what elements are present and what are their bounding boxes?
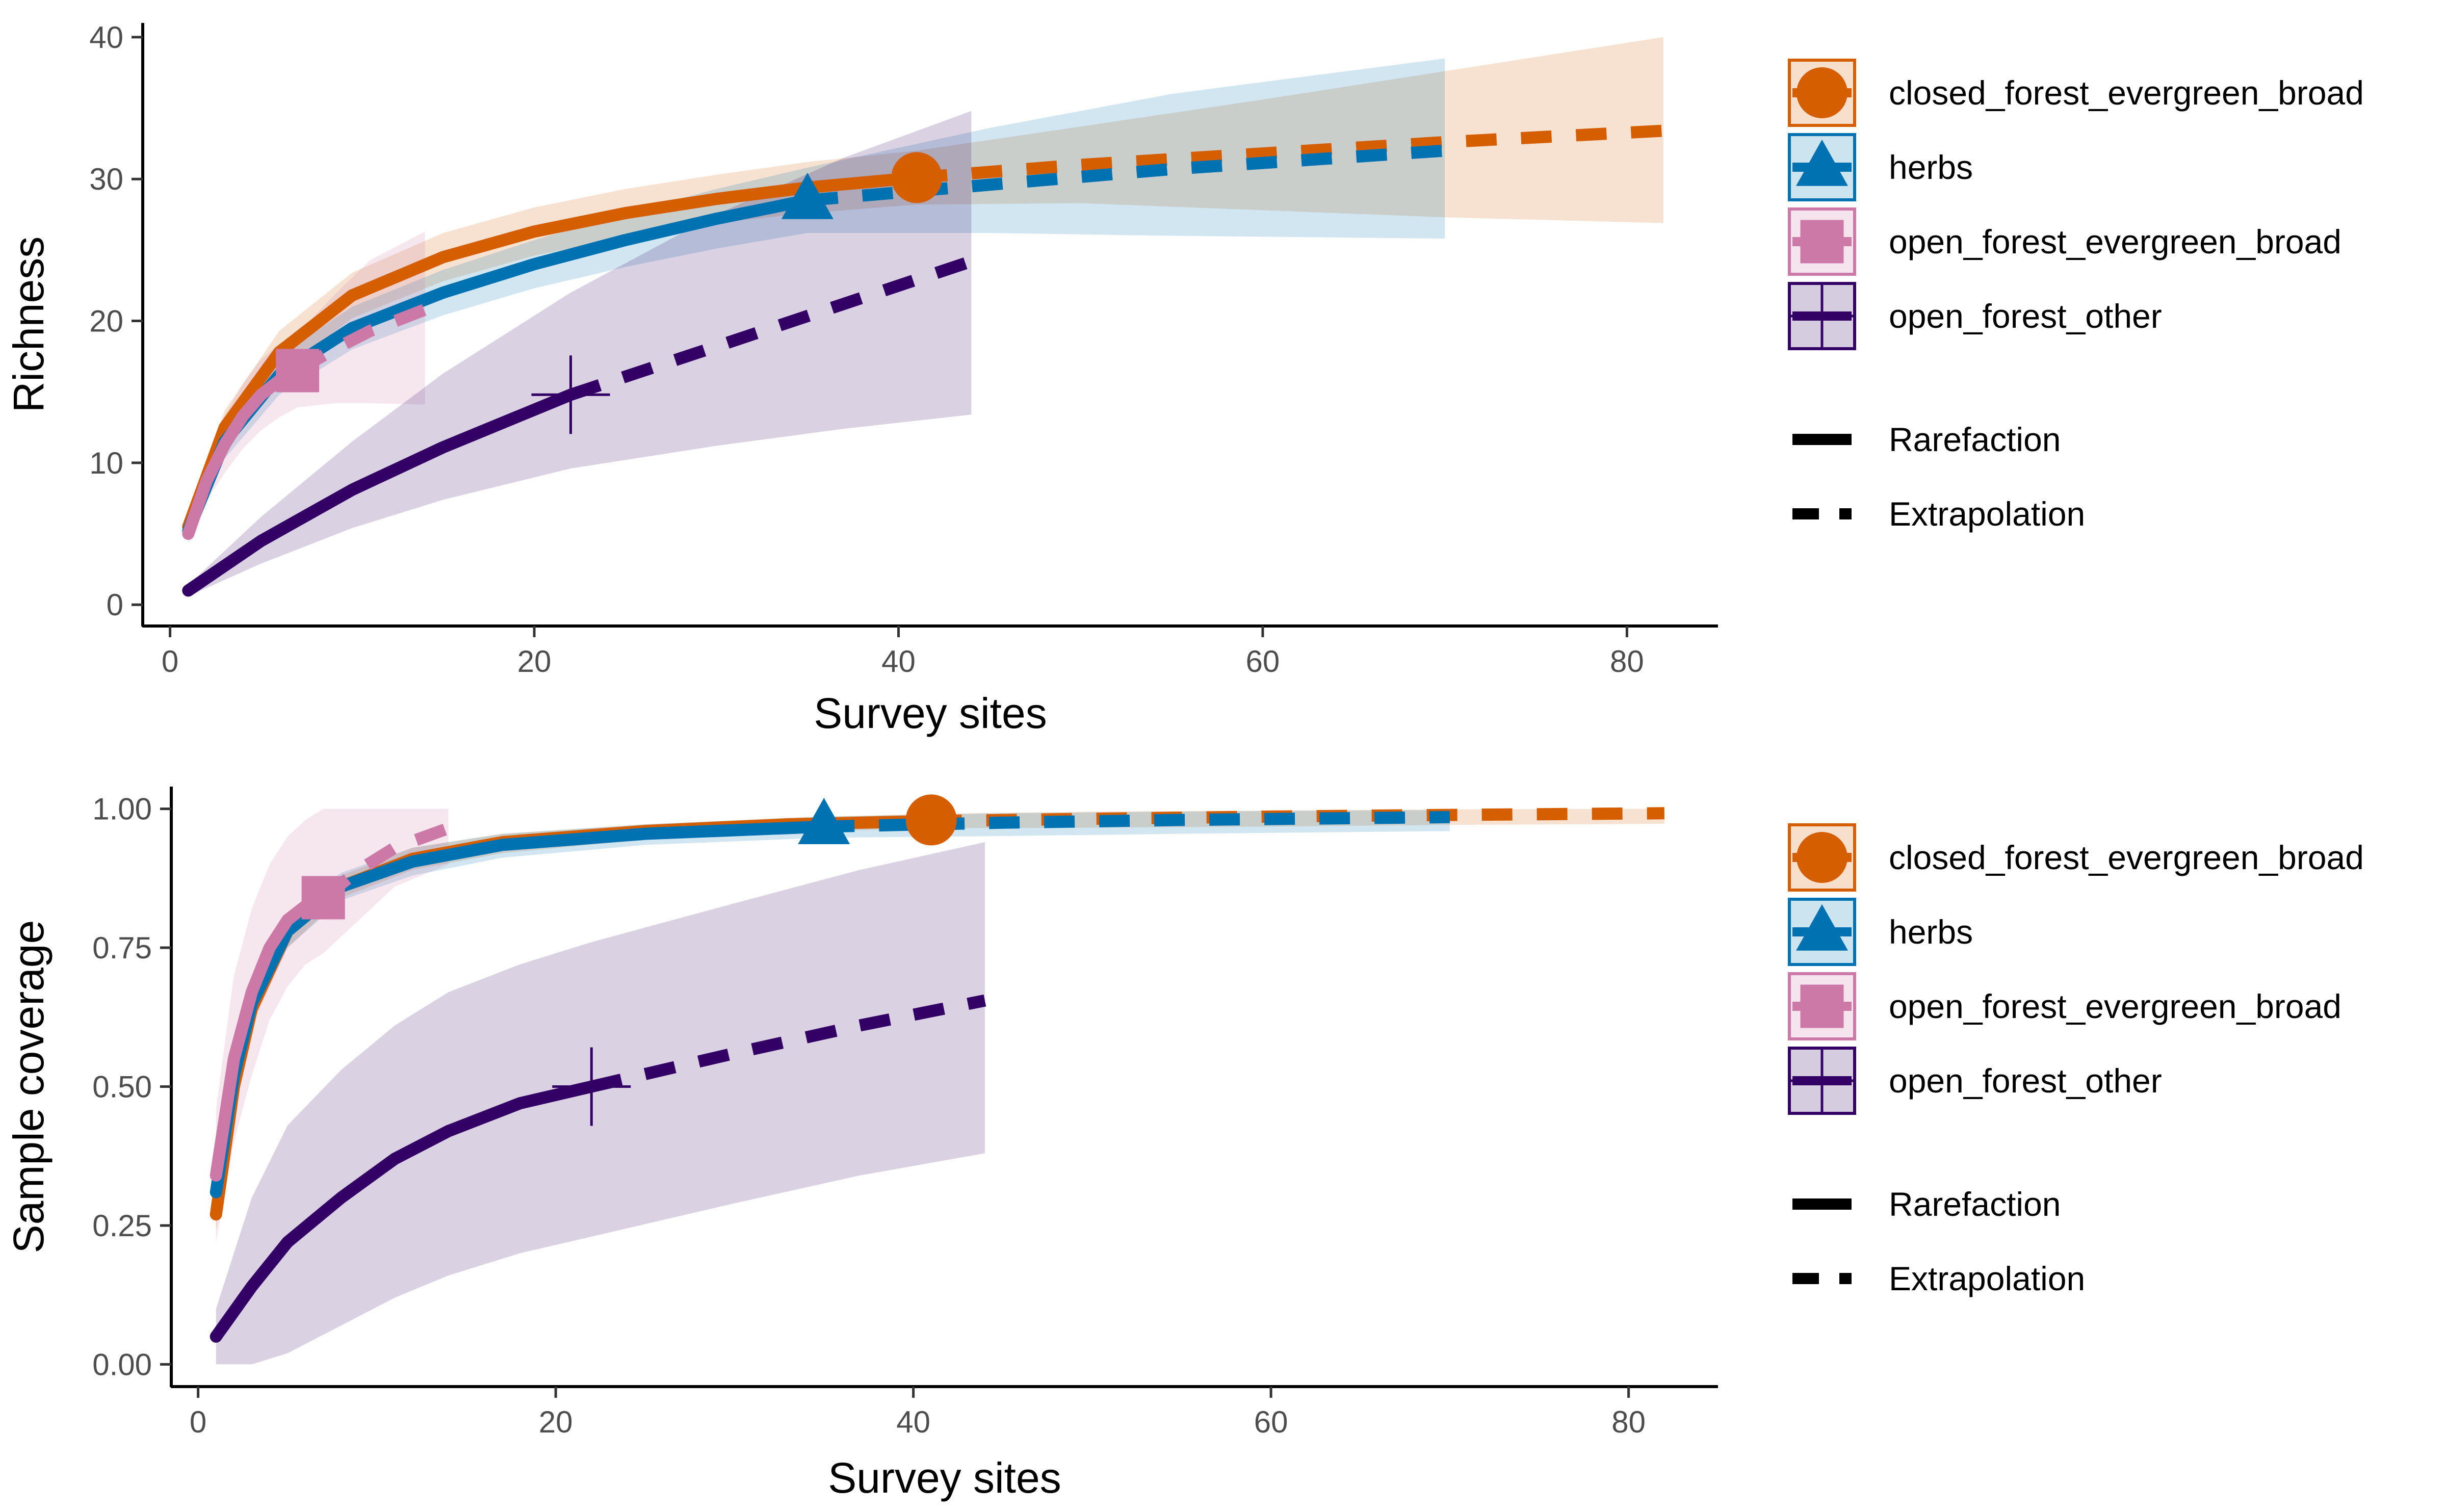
legend-key-marker	[1796, 139, 1848, 186]
legend-method-extrapolation: Extrapolation	[1792, 1260, 2085, 1297]
legend-item-open-forest-other: open_forest_other	[1788, 282, 2162, 350]
y-tick-label: 0	[107, 588, 123, 622]
ribbon-herbs	[188, 58, 1445, 541]
y-tick-label: 10	[89, 446, 123, 480]
legend-label: open_forest_other	[1889, 1062, 2162, 1100]
legend-item-open-forest-other: open_forest_other	[1788, 1047, 2162, 1115]
richness-panel: 0 20 40 60 80 0 10 20 30 40 Survey sites Richness	[5, 20, 1718, 737]
x-tick-label: 80	[1611, 1405, 1646, 1439]
x-tick-label: 20	[539, 1405, 573, 1439]
legend-item-open-forest-evergreen-broad: open_forest_evergreen_broad	[1788, 207, 2341, 276]
legend-item-open-forest-evergreen-broad: open_forest_evergreen_broad	[1788, 972, 2341, 1040]
observed-point-open-forest-other	[552, 1047, 631, 1126]
observed-point-closed-forest-evergreen-broad	[905, 794, 957, 846]
legend-key-marker	[1800, 984, 1844, 1028]
extrapolation-line-open-forest-other	[568, 255, 974, 401]
legend-method-rarefaction: Rarefaction	[1792, 421, 2061, 458]
y-axis-title: Sample coverage	[5, 920, 53, 1254]
observed-point-closed-forest-evergreen-broad	[891, 152, 943, 203]
y-tick-label: 40	[89, 20, 123, 55]
legend-method-label: Extrapolation	[1889, 495, 2085, 533]
x-tick-label: 60	[1246, 644, 1280, 679]
legend-label: open_forest_evergreen_broad	[1889, 987, 2341, 1025]
coverage-panel: 0 20 40 60 80 0.00 0.25 0.50 0.75 1.00 Survey site…	[5, 787, 1718, 1502]
legend-method-label: Extrapolation	[1889, 1260, 2085, 1297]
observed-point-open-forest-evergreen-broad	[276, 349, 320, 393]
legend-key-marker	[1789, 1048, 1855, 1113]
y-tick-label: 0.75	[92, 931, 152, 965]
legend-method-label: Rarefaction	[1889, 1185, 2061, 1223]
ribbon-closed-forest-evergreen-broad	[188, 37, 1663, 537]
rarefaction-line-open-forest-other	[210, 1080, 598, 1343]
x-tick-label: 0	[162, 644, 178, 679]
y-axis-title: Richness	[5, 237, 53, 412]
extrapolation-line-closed-forest-evergreen-broad	[916, 124, 1664, 184]
legend-label: closed_forest_evergreen_broad	[1889, 74, 2364, 112]
legend-label: herbs	[1889, 913, 1973, 951]
legend-item-herbs: herbs	[1788, 898, 1973, 966]
legend-item-closed-forest-evergreen-broad: closed_forest_evergreen_broad	[1788, 823, 2364, 892]
legend-item-herbs: herbs	[1788, 133, 1973, 201]
legend-key-marker	[1789, 283, 1855, 349]
legend-method-label: Rarefaction	[1889, 421, 2061, 458]
legend-label: closed_forest_evergreen_broad	[1889, 839, 2364, 876]
x-axis-title: Survey sites	[814, 689, 1047, 737]
x-tick-label: 40	[896, 1405, 930, 1439]
x-tick-label: 0	[190, 1405, 206, 1439]
rarefaction-line-closed-forest-evergreen-broad	[182, 171, 923, 533]
x-tick-label: 40	[881, 644, 916, 679]
x-tick-label: 20	[517, 644, 552, 679]
legend-label: herbs	[1889, 148, 1973, 186]
y-tick-label: 0.50	[92, 1070, 152, 1104]
legend-label: open_forest_evergreen_broad	[1889, 223, 2341, 260]
y-tick-label: 20	[89, 304, 123, 338]
x-tick-label: 60	[1254, 1405, 1288, 1439]
legend-key-marker	[1800, 220, 1844, 264]
y-tick-label: 1.00	[92, 792, 152, 826]
y-tick-label: 0.00	[92, 1347, 152, 1381]
x-axis-title: Survey sites	[828, 1454, 1061, 1502]
legend-key-marker	[1797, 67, 1847, 118]
legend-item-closed-forest-evergreen-broad: closed_forest_evergreen_broad	[1788, 59, 2364, 127]
y-tick-label: 30	[89, 162, 123, 196]
y-tick-label: 0.25	[92, 1209, 152, 1243]
legend-label: open_forest_other	[1889, 297, 2162, 335]
legend-method-extrapolation: Extrapolation	[1792, 495, 2085, 533]
legend-key-marker	[1796, 904, 1848, 951]
observed-point-open-forest-other	[531, 355, 610, 434]
legend-method-rarefaction: Rarefaction	[1792, 1185, 2061, 1223]
rarefaction-line-open-forest-other	[182, 388, 577, 597]
ribbon-open-forest-other	[216, 842, 985, 1365]
legend-key-marker	[1797, 832, 1847, 883]
ribbon-open-forest-evergreen-broad	[216, 809, 449, 1242]
extrapolation-line-open-forest-other	[590, 994, 986, 1093]
extrapolation-line-herbs	[806, 144, 1446, 206]
observed-point-herbs	[798, 798, 850, 845]
observed-point-herbs	[781, 172, 834, 219]
observed-point-open-forest-evergreen-broad	[301, 876, 345, 920]
x-tick-label: 80	[1610, 644, 1644, 679]
